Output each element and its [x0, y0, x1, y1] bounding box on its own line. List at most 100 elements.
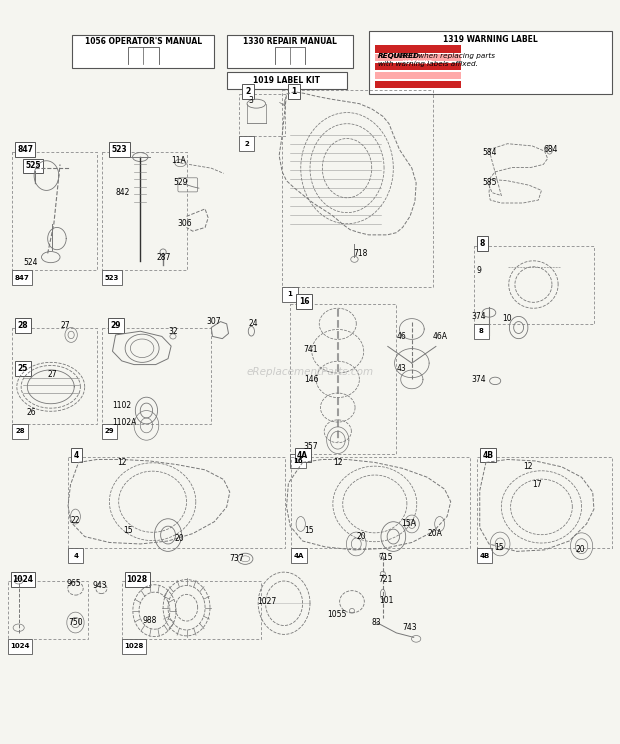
- Text: 12: 12: [523, 462, 533, 472]
- Bar: [242, 84, 254, 99]
- Bar: [15, 361, 31, 376]
- Text: 4A: 4A: [294, 553, 304, 559]
- Text: 847: 847: [15, 275, 30, 281]
- Text: 20: 20: [174, 533, 184, 542]
- Bar: [11, 572, 35, 587]
- Bar: [290, 304, 396, 454]
- Text: 15: 15: [123, 526, 133, 535]
- Text: 16: 16: [299, 297, 310, 306]
- Text: 1: 1: [288, 291, 293, 297]
- Text: 743: 743: [402, 623, 417, 632]
- Text: 4: 4: [73, 553, 78, 559]
- Text: 17: 17: [532, 480, 542, 489]
- Text: 27: 27: [60, 321, 69, 330]
- Text: 737: 737: [230, 554, 244, 563]
- Text: 15: 15: [494, 543, 503, 552]
- Text: 10: 10: [503, 314, 512, 323]
- Text: 28: 28: [18, 321, 29, 330]
- Text: WARNING: WARNING: [403, 60, 433, 65]
- Text: 741: 741: [304, 345, 318, 354]
- Text: 25: 25: [18, 364, 28, 373]
- Bar: [68, 458, 285, 548]
- Bar: [474, 324, 489, 339]
- Text: 307: 307: [206, 317, 221, 326]
- Bar: [12, 424, 28, 439]
- Text: 4A: 4A: [297, 451, 308, 460]
- Text: REQUIRED when replacing parts
with warning labels affixed.: REQUIRED when replacing parts with warni…: [378, 54, 495, 66]
- Bar: [239, 94, 285, 136]
- Text: 1028: 1028: [126, 575, 148, 584]
- Text: 585: 585: [483, 178, 497, 187]
- Bar: [12, 271, 32, 285]
- Text: 20: 20: [575, 545, 585, 554]
- Text: 8: 8: [479, 328, 484, 334]
- Text: 306: 306: [177, 219, 192, 228]
- Text: 22: 22: [71, 516, 80, 525]
- Text: 523: 523: [105, 275, 119, 281]
- Bar: [375, 45, 461, 53]
- Bar: [15, 318, 31, 333]
- Bar: [122, 639, 146, 654]
- Bar: [7, 639, 32, 654]
- Bar: [375, 72, 461, 79]
- Text: 20A: 20A: [427, 529, 442, 538]
- Text: 27: 27: [48, 370, 57, 379]
- Text: 1102A: 1102A: [112, 418, 137, 427]
- Text: 146: 146: [304, 375, 318, 384]
- Text: 287: 287: [157, 253, 171, 262]
- Text: 16: 16: [293, 458, 303, 464]
- Bar: [291, 458, 471, 548]
- Text: 83: 83: [372, 618, 381, 627]
- Bar: [102, 271, 122, 285]
- Text: 1028: 1028: [125, 644, 144, 650]
- Text: 3: 3: [248, 96, 253, 105]
- Text: 842: 842: [115, 188, 130, 197]
- Bar: [102, 424, 117, 439]
- Text: 9: 9: [477, 266, 482, 275]
- Text: 684: 684: [543, 145, 558, 154]
- Bar: [239, 136, 254, 151]
- Text: 12: 12: [334, 458, 343, 467]
- Text: 1024: 1024: [10, 644, 30, 650]
- Text: 715: 715: [378, 553, 392, 562]
- Text: 374: 374: [472, 312, 486, 321]
- Text: 718: 718: [353, 249, 368, 258]
- Text: 46A: 46A: [432, 332, 447, 341]
- Bar: [122, 581, 260, 639]
- Text: 8: 8: [480, 240, 485, 248]
- Text: eReplacementParts.com: eReplacementParts.com: [246, 367, 374, 377]
- Bar: [474, 246, 594, 324]
- Text: 374: 374: [472, 375, 486, 384]
- Text: 4: 4: [74, 451, 79, 460]
- Bar: [102, 327, 211, 424]
- Text: 357: 357: [304, 442, 319, 451]
- Text: 2: 2: [244, 141, 249, 147]
- Text: 4B: 4B: [479, 553, 490, 559]
- Text: 847: 847: [17, 145, 33, 154]
- Bar: [227, 72, 347, 89]
- Text: 965: 965: [66, 579, 81, 588]
- Bar: [23, 158, 43, 173]
- Bar: [369, 31, 613, 94]
- Text: 525: 525: [25, 161, 41, 170]
- Bar: [125, 572, 149, 587]
- Text: 2: 2: [246, 87, 250, 96]
- Text: 1024: 1024: [12, 575, 33, 584]
- Bar: [282, 286, 298, 301]
- Bar: [68, 548, 84, 563]
- Text: 29: 29: [110, 321, 121, 330]
- Text: 26: 26: [26, 408, 36, 417]
- Text: 29: 29: [105, 429, 115, 434]
- Bar: [71, 448, 82, 463]
- Text: 524: 524: [23, 258, 37, 267]
- Text: 943: 943: [93, 581, 107, 590]
- Text: 4B: 4B: [482, 451, 494, 460]
- Text: 15: 15: [304, 526, 314, 535]
- Text: 20: 20: [356, 532, 366, 541]
- Bar: [477, 548, 492, 563]
- Text: 32: 32: [168, 327, 178, 336]
- Text: 12: 12: [117, 458, 127, 467]
- Text: 529: 529: [173, 178, 187, 187]
- Text: 11A: 11A: [171, 155, 186, 164]
- Bar: [227, 35, 353, 68]
